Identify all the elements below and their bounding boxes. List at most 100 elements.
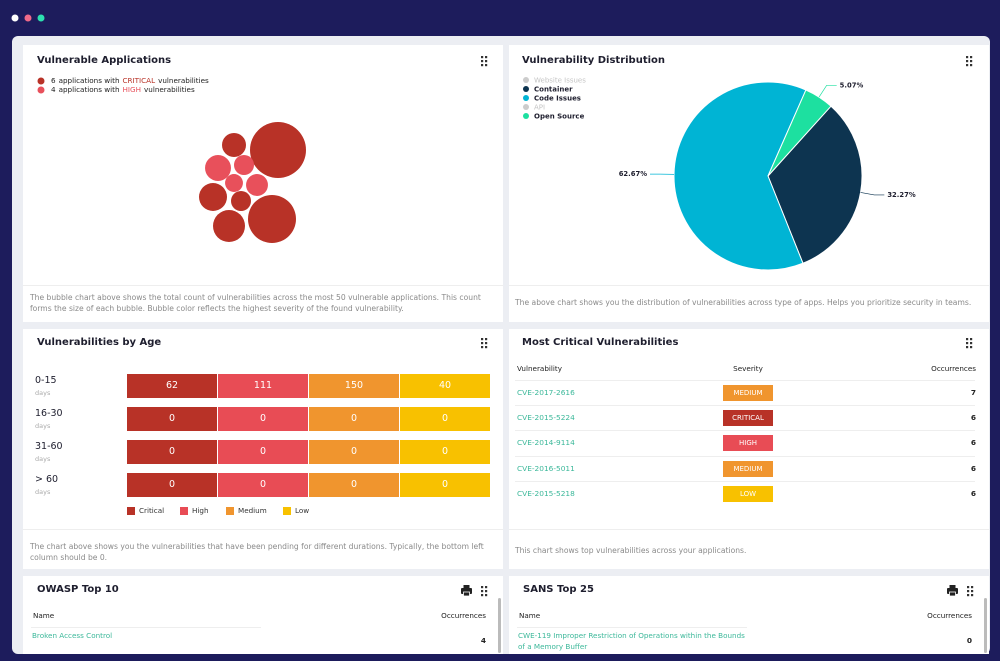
age-cell: 0 — [218, 440, 308, 464]
row-label: 0-15 — [35, 375, 57, 386]
panel-description: This chart shows top vulnerabilities acr… — [515, 546, 747, 555]
menu-handle — [966, 342, 969, 345]
data-label: 5.07% — [840, 81, 864, 89]
menu-handle — [485, 64, 488, 67]
legend-marker — [523, 77, 529, 83]
panel — [23, 576, 503, 654]
scrollbar[interactable] — [498, 598, 501, 653]
bubble — [199, 183, 227, 211]
legend-entry: 6 applications with CRITICAL vulnerabilitie… — [51, 76, 209, 85]
menu-handle — [971, 594, 974, 597]
menu-handle — [485, 346, 488, 349]
legend-marker — [283, 507, 291, 515]
window-controls — [11, 14, 45, 22]
legend-label: API — [534, 104, 545, 112]
legend-label: Container — [534, 86, 573, 94]
severity-badge: HIGH — [723, 435, 773, 452]
name-link[interactable]: Broken Access Control — [32, 631, 113, 640]
legend-label: Critical — [139, 506, 165, 515]
row-divider — [515, 480, 975, 482]
data-label: 62.67% — [619, 170, 647, 178]
vulnerability-link[interactable]: CVE-2014-9114 — [517, 438, 575, 448]
menu-handle — [970, 346, 973, 349]
legend-label: Code Issues — [534, 95, 581, 103]
menu-handle — [966, 338, 969, 341]
menu-handle — [966, 56, 969, 59]
menu-handle — [481, 56, 484, 59]
legend-text: vulnerabilities — [144, 85, 195, 94]
bubble — [248, 195, 296, 243]
bubble — [225, 174, 243, 192]
panel-description: The bubble chart above shows the total c… — [30, 293, 481, 313]
menu-handle — [481, 64, 484, 67]
row-divider — [517, 627, 747, 628]
age-cell: 0 — [309, 407, 399, 431]
name-link[interactable]: CWE-119 Improper Restriction of Operatio… — [518, 631, 745, 651]
panel-description: The above chart shows you the distributi… — [515, 298, 972, 307]
legend-marker — [37, 77, 45, 85]
age-cell: 0 — [127, 440, 217, 464]
print-icon — [949, 585, 956, 588]
column-header: Occurrences — [931, 364, 976, 373]
age-cell: 0 — [127, 407, 217, 431]
occurrence-count: 7 — [970, 388, 976, 397]
severity-badge: CRITICAL — [723, 410, 773, 427]
column-header: Vulnerability — [517, 364, 562, 373]
severity-badge: MEDIUM — [723, 460, 773, 477]
occurrence-count: 0 — [966, 636, 972, 645]
label-leader — [818, 84, 837, 98]
window-dot[interactable] — [24, 14, 32, 22]
legend-marker — [226, 507, 234, 515]
window-dot[interactable] — [37, 14, 45, 22]
row-unit: days — [35, 389, 51, 397]
vulnerability-link[interactable]: CVE-2016-5011 — [517, 463, 575, 473]
menu-handle — [970, 342, 973, 345]
legend-severity: CRITICAL — [122, 76, 156, 85]
menu-handle — [970, 56, 973, 59]
vulnerability-link[interactable]: CVE-2017-2616 — [517, 388, 575, 397]
panel-title: Vulnerability Distribution — [522, 55, 666, 66]
menu-handle — [485, 590, 488, 593]
menu-handle — [967, 590, 970, 593]
vulnerability-link[interactable]: CVE-2015-5218 — [517, 488, 575, 498]
menu-handle — [481, 338, 484, 341]
label-leader — [860, 192, 885, 196]
window-dot[interactable] — [11, 14, 19, 22]
age-cell: 0 — [218, 473, 308, 497]
row-divider — [31, 627, 261, 628]
menu-handle — [970, 338, 973, 341]
print-icon — [949, 591, 956, 597]
vulnerability-link[interactable]: CVE-2015-5224 — [517, 413, 575, 423]
bubble — [231, 191, 251, 211]
menu-handle — [966, 346, 969, 349]
column-header: Occurrences — [441, 611, 486, 620]
legend-marker — [180, 507, 188, 515]
occurrence-count: 6 — [970, 413, 976, 423]
panel-title: Vulnerabilities by Age — [37, 337, 162, 348]
age-cell: 40 — [400, 374, 490, 398]
legend-marker — [523, 113, 529, 119]
scrollbar[interactable] — [984, 598, 987, 653]
age-cell: 0 — [309, 440, 399, 464]
occurrence-count: 6 — [970, 463, 976, 473]
legend-entry: 4 applications with HIGH vulnerabilities — [51, 85, 195, 94]
legend-marker — [127, 507, 135, 515]
menu-handle — [970, 60, 973, 63]
row-label: > 60 — [35, 474, 59, 485]
bubble — [205, 155, 231, 181]
row-unit: days — [35, 488, 51, 496]
menu-handle — [485, 338, 488, 341]
menu-handle — [485, 586, 488, 589]
age-cell: 0 — [400, 473, 490, 497]
age-cell: 62 — [127, 374, 217, 398]
panel — [509, 576, 989, 654]
bubble — [234, 155, 254, 175]
legend-label: High — [192, 506, 209, 515]
bubble — [222, 133, 246, 157]
age-cell: 111 — [218, 374, 308, 398]
age-cell: 0 — [127, 473, 217, 497]
menu-handle — [967, 586, 970, 589]
age-cell: 0 — [400, 440, 490, 464]
menu-handle — [485, 56, 488, 59]
